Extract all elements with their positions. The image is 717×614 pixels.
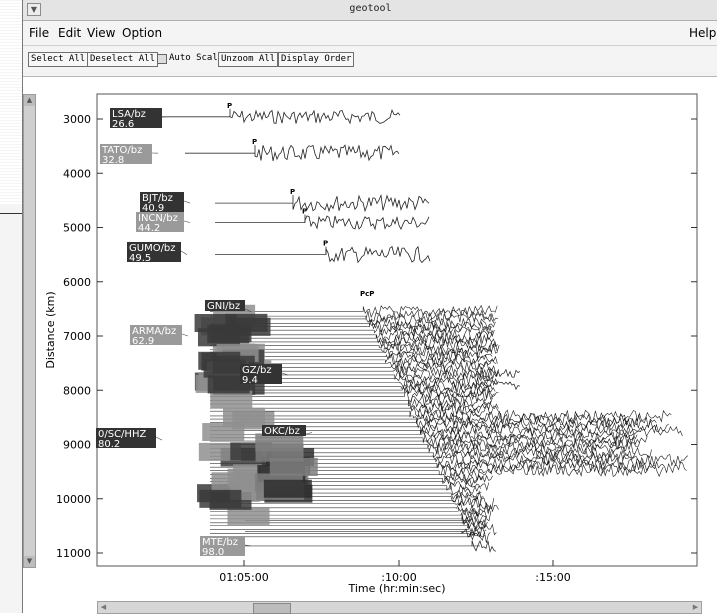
y-tick-label: 11000 — [56, 547, 91, 560]
y-tick-label: 5000 — [63, 222, 91, 235]
overlapping-station-label — [270, 458, 318, 476]
y-tick-label: 10000 — [56, 493, 91, 506]
station-distance: 49.5 — [129, 253, 151, 264]
overlapping-station-label — [264, 480, 312, 498]
station-label-gz-bz[interactable]: GZ/bz9.4 — [240, 364, 288, 386]
station-label-okc-bz[interactable]: OKC/bz — [262, 425, 312, 437]
station-name: OKC/bz — [264, 426, 300, 437]
y-tick-label: 7000 — [63, 330, 91, 343]
phase-pick-label: PcP — [360, 290, 374, 298]
phase-pick-label: P — [290, 188, 295, 196]
y-tick-label: 4000 — [63, 167, 91, 180]
x-tick-label: :10:00 — [381, 571, 416, 584]
y-tick-label: 6000 — [63, 276, 91, 289]
station-distance: 32.8 — [102, 155, 124, 166]
y-tick-label: 9000 — [63, 439, 91, 452]
station-distance: 9.4 — [242, 375, 258, 386]
y-tick-label: 8000 — [63, 384, 91, 397]
phase-pick-label: P — [302, 208, 307, 216]
station-distance: 44.2 — [138, 223, 160, 234]
station-distance: 98.0 — [202, 547, 224, 558]
x-tick-label: 01:05:00 — [219, 571, 268, 584]
x-tick-label: :15:00 — [535, 571, 570, 584]
station-label-gni-bz[interactable]: GNI/bz — [205, 300, 251, 312]
y-tick-label: 3000 — [63, 113, 91, 126]
phase-pick-label: P — [227, 102, 232, 110]
phase-pick-label: P — [323, 240, 328, 248]
overlapping-station-label — [199, 490, 241, 508]
overlapping-station-label — [202, 423, 244, 441]
station-name: GNI/bz — [207, 301, 240, 312]
overlapping-station-label — [204, 360, 246, 378]
phase-pick-label: P — [252, 138, 257, 146]
station-distance: 26.6 — [112, 119, 134, 130]
overlapping-station-label — [195, 314, 237, 332]
station-distance: 80.2 — [98, 439, 120, 450]
station-distance: 62.9 — [132, 336, 154, 347]
y-axis-label: Distance (km) — [44, 291, 57, 368]
